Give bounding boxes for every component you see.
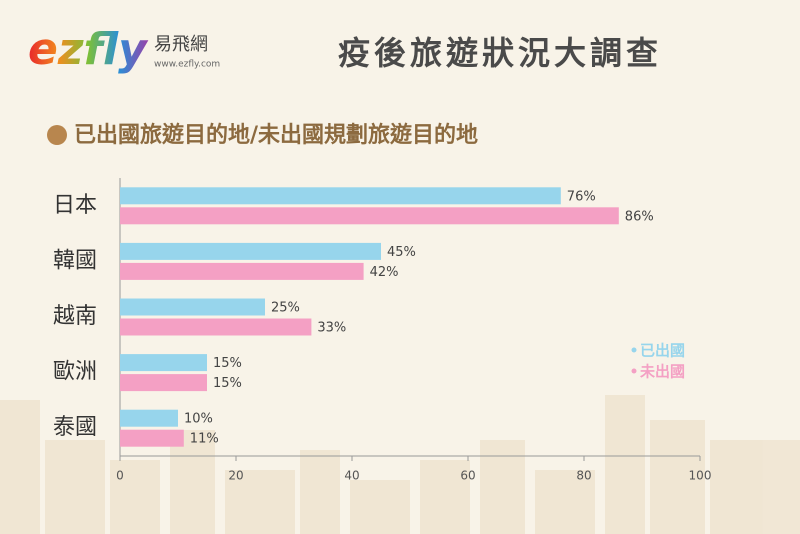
bar [120,354,207,372]
legend-label: 已出國 [640,342,685,360]
value-label: 76% [567,189,596,204]
legend-marker [631,347,637,353]
bar [120,374,207,392]
bar [120,409,178,427]
bar [120,262,364,280]
category-label: 韓國 [53,248,97,273]
value-label: 45% [387,245,416,260]
chart-title: 疫後旅遊狀況大調查 [338,34,662,72]
plot: 0 20 40 60 80 100 日本 76% 86% 韓國 45% 42% 越南 25% 33% 歐洲 15… [53,178,711,483]
category-label: 日本 [53,193,97,218]
x-tick-label: 20 [228,469,243,483]
x-tick-label: 0 [116,469,124,483]
value-label: 15% [213,356,242,371]
logo-url: www.ezfly.com [154,60,220,70]
bar [120,318,312,336]
bar [120,187,561,205]
chart-subtitle: 已出國旅遊目的地/未出國規劃旅遊目的地 [74,122,478,148]
value-label: 25% [271,301,300,316]
bar [120,298,265,316]
skyline [0,395,800,534]
value-label: 11% [190,432,219,447]
x-tick-label: 60 [460,469,475,483]
bar [120,207,619,225]
logo-text: ezfly [28,24,149,75]
legend-label: 未出國 [639,363,685,381]
value-label: 10% [184,412,213,427]
value-label: 86% [625,209,654,224]
bar [120,242,381,260]
value-label: 33% [317,321,346,336]
x-tick-label: 40 [344,469,359,483]
value-label: 42% [370,265,399,280]
bar [120,429,184,447]
category-label: 歐洲 [53,360,97,385]
category-label: 泰國 [53,415,97,440]
legend-marker [631,368,637,374]
value-label: 15% [213,376,242,391]
category-label: 越南 [53,304,97,329]
logo-name: 易飛網 [154,34,208,55]
x-tick-label: 100 [689,469,712,483]
x-tick-label: 80 [576,469,591,483]
subtitle-bullet [47,125,67,145]
